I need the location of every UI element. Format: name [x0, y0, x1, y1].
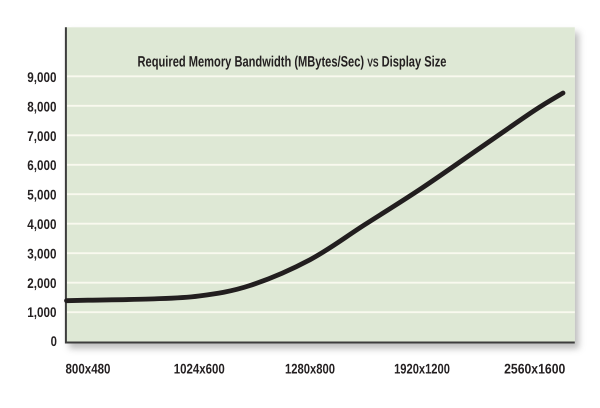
svg-text:3,000: 3,000: [27, 246, 56, 262]
svg-text:0: 0: [51, 333, 57, 349]
svg-text:8,000: 8,000: [27, 98, 56, 114]
svg-text:2,000: 2,000: [27, 275, 56, 291]
svg-text:9,000: 9,000: [27, 69, 56, 85]
svg-text:7,000: 7,000: [27, 128, 56, 144]
svg-text:1280x800: 1280x800: [285, 360, 335, 376]
svg-text:1,000: 1,000: [27, 304, 56, 320]
svg-text:800x480: 800x480: [66, 360, 111, 376]
svg-text:2560x1600: 2560x1600: [504, 360, 565, 376]
svg-text:6,000: 6,000: [27, 157, 56, 173]
svg-text:1920x1200: 1920x1200: [394, 360, 450, 376]
svg-text:4,000: 4,000: [27, 216, 56, 232]
svg-text:1024x600: 1024x600: [174, 360, 225, 376]
svg-text:Required Memory Bandwidth (MBy: Required Memory Bandwidth (MBytes/Sec) V…: [138, 54, 447, 71]
svg-text:5,000: 5,000: [27, 187, 56, 203]
